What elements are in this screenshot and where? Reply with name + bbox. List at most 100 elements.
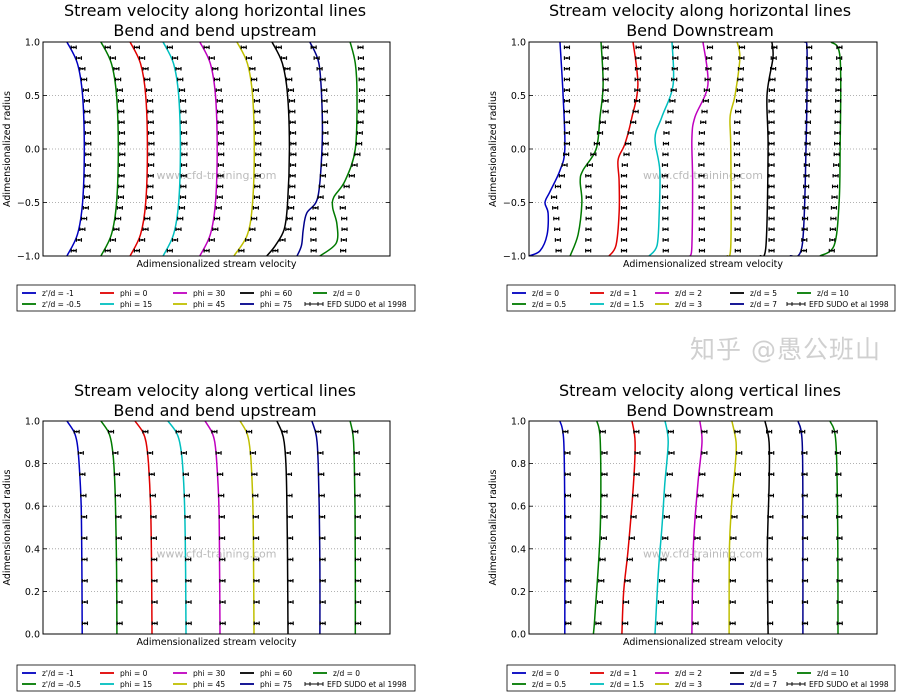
- efd-marker-point: [770, 451, 773, 455]
- series-line-8: [797, 421, 804, 634]
- efd-marker-point: [832, 217, 835, 220]
- efd-marker-point: [187, 579, 190, 582]
- efd-marker-point: [603, 473, 606, 476]
- efd-marker-point: [739, 67, 742, 70]
- efd-marker-point: [695, 558, 698, 561]
- series-line-4: [162, 42, 182, 256]
- efd-marker-point: [319, 451, 322, 455]
- series-line-4: [654, 421, 669, 634]
- efd-marker-point: [624, 622, 627, 625]
- efd-marker-point: [218, 196, 221, 199]
- efd-marker-point: [354, 430, 357, 433]
- efd-marker-point: [311, 217, 315, 220]
- efd-marker-point: [148, 196, 152, 199]
- legend-label-efd: EFD SUDO et al 1998: [809, 300, 889, 309]
- efd-marker-point: [807, 99, 810, 102]
- efd-marker-point: [632, 515, 635, 518]
- efd-marker-point: [700, 153, 703, 156]
- efd-marker-point: [353, 163, 356, 167]
- y-tick-label: 0.0: [25, 630, 40, 641]
- efd-marker-point: [345, 185, 348, 188]
- efd-marker-point: [168, 46, 171, 49]
- efd-marker-point: [185, 494, 188, 497]
- y-tick-label: 0.5: [511, 91, 526, 102]
- efd-marker-point: [768, 622, 772, 625]
- y-tick-label: 0.4: [511, 544, 526, 555]
- efd-marker-point: [770, 206, 773, 209]
- efd-marker-point: [701, 473, 704, 476]
- chart-title: Stream velocity along vertical lines: [559, 381, 841, 400]
- subplot-4: Stream velocity along vertical linesBend…: [488, 381, 896, 692]
- efd-marker-point: [636, 78, 639, 81]
- efd-marker-point: [700, 163, 703, 167]
- efd-marker-point: [587, 174, 590, 177]
- efd-marker-point: [601, 121, 604, 124]
- legend-label: phi = 30: [193, 289, 225, 298]
- efd-marker-point: [700, 238, 703, 242]
- efd-marker-point: [803, 494, 806, 497]
- efd-marker-point: [808, 46, 811, 49]
- legend-label: z/d = 10: [817, 289, 849, 298]
- efd-marker-point: [118, 206, 121, 209]
- efd-marker-point: [694, 622, 697, 625]
- efd-marker-point: [291, 121, 294, 124]
- efd-marker-point: [77, 238, 81, 242]
- efd-marker-point: [597, 622, 600, 625]
- legend-efd-marker: [304, 302, 324, 306]
- efd-marker-point: [805, 185, 808, 188]
- x-axis-label: Adimensionalized stream velocity: [137, 637, 297, 648]
- efd-marker-point: [696, 537, 699, 540]
- efd-marker-point: [705, 89, 708, 92]
- efd-marker-point: [566, 473, 569, 476]
- efd-marker-point: [565, 153, 568, 156]
- efd-marker-point: [564, 430, 567, 433]
- efd-marker-point: [634, 110, 637, 113]
- efd-marker-point: [360, 99, 363, 102]
- efd-marker-point: [179, 78, 182, 81]
- efd-marker-point: [121, 142, 124, 145]
- efd-marker-point: [805, 163, 808, 167]
- y-tick-label: −1.0: [503, 252, 526, 263]
- efd-marker-point: [341, 206, 344, 209]
- efd-marker-point: [669, 110, 672, 113]
- efd-marker-point: [356, 494, 359, 497]
- efd-marker-point: [626, 579, 629, 582]
- efd-marker-point: [118, 600, 121, 604]
- efd-marker-point: [111, 56, 115, 60]
- efd-marker-point: [251, 451, 255, 455]
- legend-label: z/d = 5: [750, 669, 777, 678]
- efd-marker-point: [603, 451, 606, 455]
- efd-marker-point: [117, 217, 120, 220]
- efd-marker-point: [86, 131, 90, 135]
- efd-marker-point: [667, 121, 670, 124]
- series-line-6: [233, 42, 256, 256]
- efd-marker-point: [803, 228, 806, 231]
- efd-marker-point: [135, 249, 138, 252]
- efd-marker-point: [291, 185, 294, 188]
- efd-marker-point: [622, 238, 626, 242]
- efd-marker-point: [671, 99, 674, 102]
- efd-marker-point: [320, 185, 323, 188]
- efd-marker-point: [75, 430, 78, 433]
- y-axis-label: Adimensionalized radius: [2, 91, 13, 207]
- efd-marker-point: [356, 537, 360, 540]
- efd-marker-point: [664, 249, 667, 252]
- efd-marker-point: [118, 558, 121, 561]
- efd-marker-point: [182, 174, 185, 177]
- legend-label: phi = 15: [120, 680, 152, 689]
- legend-label: phi = 45: [193, 680, 225, 689]
- efd-marker-point: [587, 217, 590, 220]
- efd-marker-point: [150, 153, 153, 156]
- efd-marker-point: [217, 451, 220, 455]
- efd-marker-point: [255, 99, 259, 102]
- efd-marker-point: [149, 163, 153, 167]
- efd-marker-point: [322, 163, 326, 167]
- efd-marker-point: [835, 163, 838, 167]
- legend-label: z/d = 0.5: [532, 680, 566, 689]
- efd-marker-point: [700, 196, 703, 199]
- efd-marker-point: [356, 622, 360, 625]
- efd-marker-point: [665, 515, 668, 518]
- legend-label: phi = 45: [193, 300, 225, 309]
- efd-marker-point: [115, 473, 119, 476]
- efd-marker-point: [736, 430, 739, 433]
